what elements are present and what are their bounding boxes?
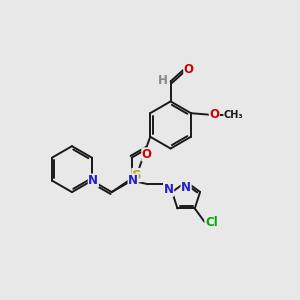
Text: N: N xyxy=(181,181,191,194)
Text: N: N xyxy=(128,174,138,187)
Text: O: O xyxy=(184,63,194,76)
Text: O: O xyxy=(209,108,219,121)
Text: H: H xyxy=(158,74,167,87)
Text: N: N xyxy=(164,183,174,196)
Text: N: N xyxy=(88,174,98,187)
Text: S: S xyxy=(132,169,142,182)
Text: O: O xyxy=(142,148,152,161)
Text: Cl: Cl xyxy=(205,216,218,229)
Text: CH₃: CH₃ xyxy=(224,110,244,120)
